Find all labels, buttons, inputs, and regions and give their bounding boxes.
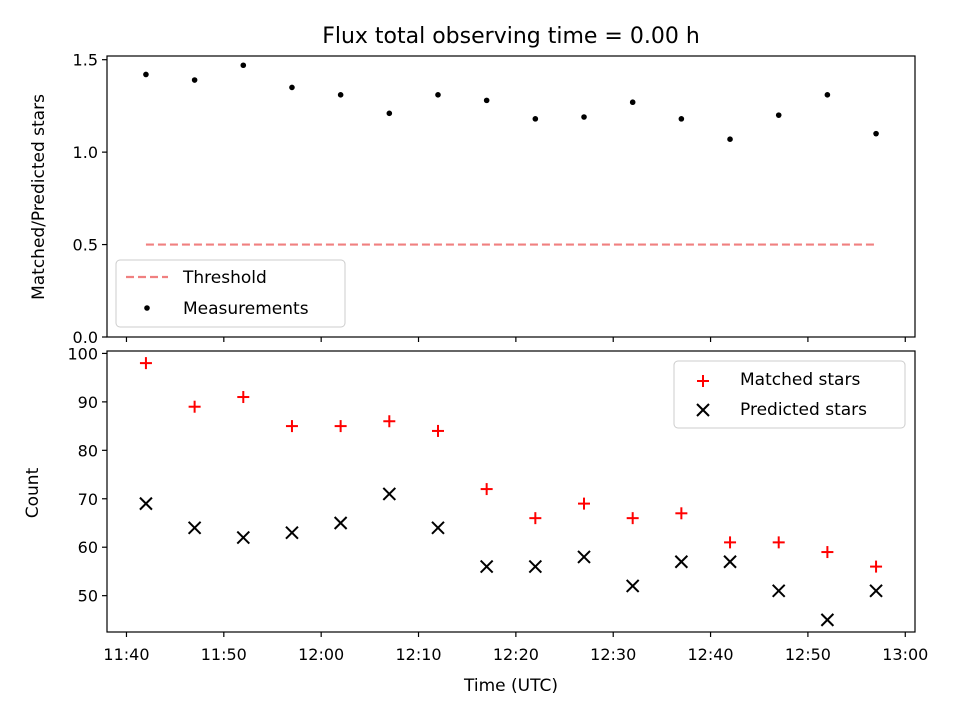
top-panel: 0.0 0.5 1.0 1.5 Matched/Predicted stars Thr… <box>29 51 916 347</box>
measurement-point <box>483 97 490 104</box>
predicted-stars-point <box>723 555 737 569</box>
predicted-stars-point <box>674 555 689 569</box>
x-tick-label: 12:20 <box>493 645 539 664</box>
predicted-stars-point <box>772 584 786 598</box>
top-axes-frame <box>106 55 916 338</box>
predicted-stars-point <box>431 521 445 535</box>
x-axis-label: Time (UTC) <box>463 676 558 696</box>
x-tick-label: 12:10 <box>395 645 441 664</box>
top-y-tick-label: 0.5 <box>73 236 98 255</box>
matched-stars-point <box>188 400 201 413</box>
predicted-stars-point <box>869 584 883 598</box>
predicted-stars-legend-swatch <box>696 403 710 417</box>
top-plot-area <box>143 62 879 246</box>
top-legend: Threshold Measurements <box>115 259 346 328</box>
measurement-point <box>581 114 587 120</box>
bottom-y-axis-label: Count <box>23 467 43 518</box>
matched-stars-point <box>139 357 152 370</box>
x-tick-label: 13:00 <box>882 645 928 664</box>
matched-stars-point <box>772 536 785 549</box>
top-y-tick-label: 1.5 <box>73 51 98 70</box>
measurement-point <box>775 112 782 118</box>
predicted-stars-point <box>577 550 591 564</box>
bottom-y-ticks: 50 60 70 80 90 100 <box>67 344 107 606</box>
matched-stars-point <box>383 415 396 428</box>
measurement-point <box>629 99 636 106</box>
predicted-stars-point <box>820 613 835 627</box>
measurement-point <box>191 77 198 83</box>
measurement-point <box>289 84 295 91</box>
top-y-tick-label: 0.0 <box>73 328 98 347</box>
matched-stars-point <box>480 483 493 496</box>
top-y-axis-label: Matched/Predicted stars <box>29 94 49 300</box>
bottom-legend-box <box>673 360 906 429</box>
matched-stars-point <box>431 424 444 437</box>
measurements-legend-swatch <box>144 305 150 311</box>
matched-stars-point <box>870 560 883 573</box>
matched-stars-point <box>529 512 542 525</box>
measurement-point <box>532 116 539 122</box>
predicted-stars-point <box>236 530 250 545</box>
bottom-axes-frame <box>106 350 916 633</box>
bottom-y-tick-label: 50 <box>78 587 98 606</box>
measurement-point <box>435 92 441 98</box>
matched-stars-point <box>626 512 639 525</box>
measurements-legend-label: Measurements <box>183 299 309 319</box>
top-y-ticks: 0.0 0.5 1.0 1.5 <box>73 51 107 347</box>
bottom-y-tick-label: 70 <box>78 490 98 509</box>
matched-stars-point <box>821 546 834 559</box>
predicted-stars-point <box>187 521 202 535</box>
top-x-ticks <box>125 337 906 342</box>
predicted-stars-point <box>625 579 640 593</box>
measurement-point <box>678 116 685 122</box>
measurement-point <box>337 92 344 98</box>
threshold-legend-label: Threshold <box>182 268 267 288</box>
predicted-stars-point <box>139 496 153 511</box>
predicted-stars-point <box>479 559 494 574</box>
matched-stars-point <box>675 507 688 520</box>
x-tick-label: 12:00 <box>298 645 344 664</box>
matched-stars-point <box>237 391 250 404</box>
matched-stars-point <box>334 420 347 433</box>
x-tick-label: 11:50 <box>201 645 247 664</box>
predicted-stars-point <box>285 525 299 540</box>
bottom-y-tick-label: 60 <box>78 538 98 557</box>
predicted-stars-point <box>333 516 348 530</box>
bottom-y-tick-label: 80 <box>78 441 98 460</box>
bottom-legend: Matched stars Predicted stars <box>673 360 906 429</box>
predicted-stars-legend-label: Predicted stars <box>740 400 867 420</box>
x-tick-label: 12:50 <box>785 645 831 664</box>
measurement-point <box>240 62 247 69</box>
measurement-point <box>386 110 393 117</box>
top-legend-box <box>115 259 346 328</box>
matched-stars-point <box>285 420 298 433</box>
bottom-y-tick-label: 100 <box>67 344 98 363</box>
matched-stars-legend-label: Matched stars <box>740 370 860 390</box>
measurement-point <box>873 130 879 137</box>
predicted-stars-point <box>528 559 543 574</box>
predicted-stars-point <box>382 487 397 501</box>
matched-stars-legend-swatch <box>697 375 709 387</box>
top-y-tick-label: 1.0 <box>73 143 98 162</box>
x-tick-label: 12:30 <box>590 645 636 664</box>
bottom-y-tick-label: 90 <box>78 393 98 412</box>
measurement-point <box>824 92 831 98</box>
x-tick-label: 11:40 <box>103 645 149 664</box>
matched-stars-point <box>724 536 737 549</box>
chart-title: Flux total observing time = 0.00 h <box>322 24 700 49</box>
measurement-point <box>727 136 733 142</box>
bottom-plot-area <box>139 357 883 627</box>
matched-stars-point <box>578 497 591 510</box>
bottom-x-ticks: 11:40 11:50 12:00 12:10 12:20 12:30 12:40 12:50… <box>103 632 928 664</box>
measurement-point <box>143 71 149 78</box>
x-tick-label: 12:40 <box>688 645 734 664</box>
